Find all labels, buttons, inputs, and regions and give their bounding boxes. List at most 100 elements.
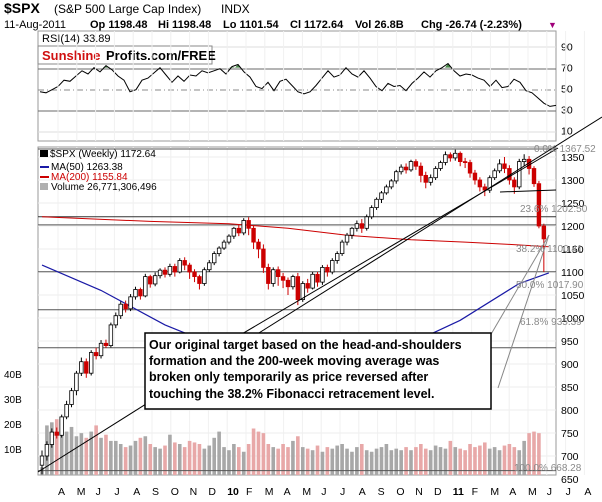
candle-body (256, 241, 261, 250)
volume-bar (187, 440, 192, 475)
candle-body (162, 269, 168, 275)
volume-bar (463, 450, 467, 475)
candle-body (64, 404, 69, 418)
candle-body (477, 179, 483, 188)
volume-bar (315, 445, 320, 475)
candle-body (98, 342, 104, 357)
candle-body (413, 161, 419, 167)
price-tick-label: 650 (561, 474, 579, 486)
price-panel: 1350 1300 1250 1200 1150 1100 1050 1000 950 900 85… (4, 116, 602, 486)
candle-body (93, 352, 99, 357)
candle-body (354, 223, 360, 229)
x-axis-label: M (77, 486, 86, 498)
candle-body (502, 163, 507, 169)
fib-label-100: 100.0% 668.28 (514, 463, 582, 474)
volume-bar (517, 450, 522, 475)
volume-bar (217, 431, 221, 475)
volume-bar (394, 448, 399, 475)
volume-bar (114, 440, 118, 475)
x-axis-label: A (509, 486, 516, 498)
candle-body (462, 161, 468, 164)
x-axis-label: D (208, 486, 216, 498)
x-axis-label: A (133, 486, 140, 498)
volume-bar (438, 447, 443, 475)
candle-body (369, 207, 374, 218)
candle-body (531, 168, 537, 185)
volume-bar (241, 451, 246, 475)
high-value: Hi 1198.48 (158, 19, 211, 31)
index-name: (S&P 500 Large Cap Index) (54, 2, 201, 16)
candle-body (157, 269, 163, 277)
volume-bar (237, 447, 241, 475)
volume-bar (330, 448, 335, 475)
x-axis-label: J (96, 486, 101, 498)
volume-bar (379, 447, 384, 475)
candle-body (167, 266, 173, 275)
candle-body (408, 161, 414, 171)
volume-bar (59, 428, 64, 475)
volume-bar (74, 436, 79, 475)
volume-bar (310, 450, 315, 475)
volume-bar (355, 447, 359, 475)
volume-bar (296, 436, 300, 475)
candle-body (207, 262, 212, 271)
x-axis-label: A (359, 486, 366, 498)
volume-tick-label: 20B (4, 420, 22, 431)
rsi-line (39, 62, 557, 107)
volume-bar (118, 444, 123, 475)
volume-bar (537, 433, 541, 475)
volume-bar (419, 444, 423, 475)
volume-bar (453, 447, 458, 475)
candle-body (512, 179, 517, 188)
candle-body (521, 158, 527, 163)
x-axis-label: M (490, 486, 499, 498)
rsi-tick-label: 50 (561, 84, 573, 96)
volume-bar (468, 444, 472, 475)
candle-body (241, 220, 246, 234)
x-axis-label: F (472, 486, 478, 498)
candle-body (457, 152, 463, 163)
price-tick-label: 700 (561, 451, 579, 463)
volume-bar (202, 448, 207, 475)
candle-body (310, 273, 315, 289)
volume-bar (281, 444, 285, 475)
candle-body (138, 289, 143, 297)
volume-bar (153, 447, 157, 475)
volume-bar (502, 445, 507, 475)
legend-ma50: MA(50) 1263.38 (51, 162, 123, 173)
candle-body (359, 223, 364, 229)
candle-body (261, 248, 266, 268)
candle-body (172, 266, 178, 273)
price-tick-label: 900 (561, 359, 579, 371)
candle-body (192, 271, 197, 277)
volume-bar (532, 431, 536, 475)
candle-body (428, 177, 433, 183)
volume-bar (286, 447, 290, 475)
candle-body (59, 416, 64, 436)
volume-bar (340, 444, 344, 475)
volume-bar (507, 444, 512, 475)
candle-body (275, 269, 281, 278)
volume-bar (89, 431, 93, 475)
volume-bar (138, 437, 143, 475)
volume-bar (109, 440, 113, 475)
volume-bar (512, 447, 517, 475)
candle-body (398, 166, 404, 173)
price-tick-label: 750 (561, 428, 579, 440)
change-value: Chg -26.74 (-2.23%) (421, 19, 522, 31)
volume-bar (428, 450, 433, 475)
candle-body (349, 227, 355, 236)
candle-body (236, 227, 241, 234)
candle-body (325, 266, 330, 273)
candle-body (339, 241, 345, 255)
volume-bar (104, 434, 108, 475)
volume-bar (99, 437, 103, 475)
candle-body (69, 390, 74, 405)
hs-neckline (499, 189, 557, 193)
price-tick-label: 1350 (561, 152, 585, 164)
volume-bar (158, 448, 162, 475)
candle-body (305, 283, 310, 289)
volume-bar (266, 444, 271, 475)
price-tick-label: 1250 (561, 198, 585, 210)
candle-body (251, 227, 256, 243)
